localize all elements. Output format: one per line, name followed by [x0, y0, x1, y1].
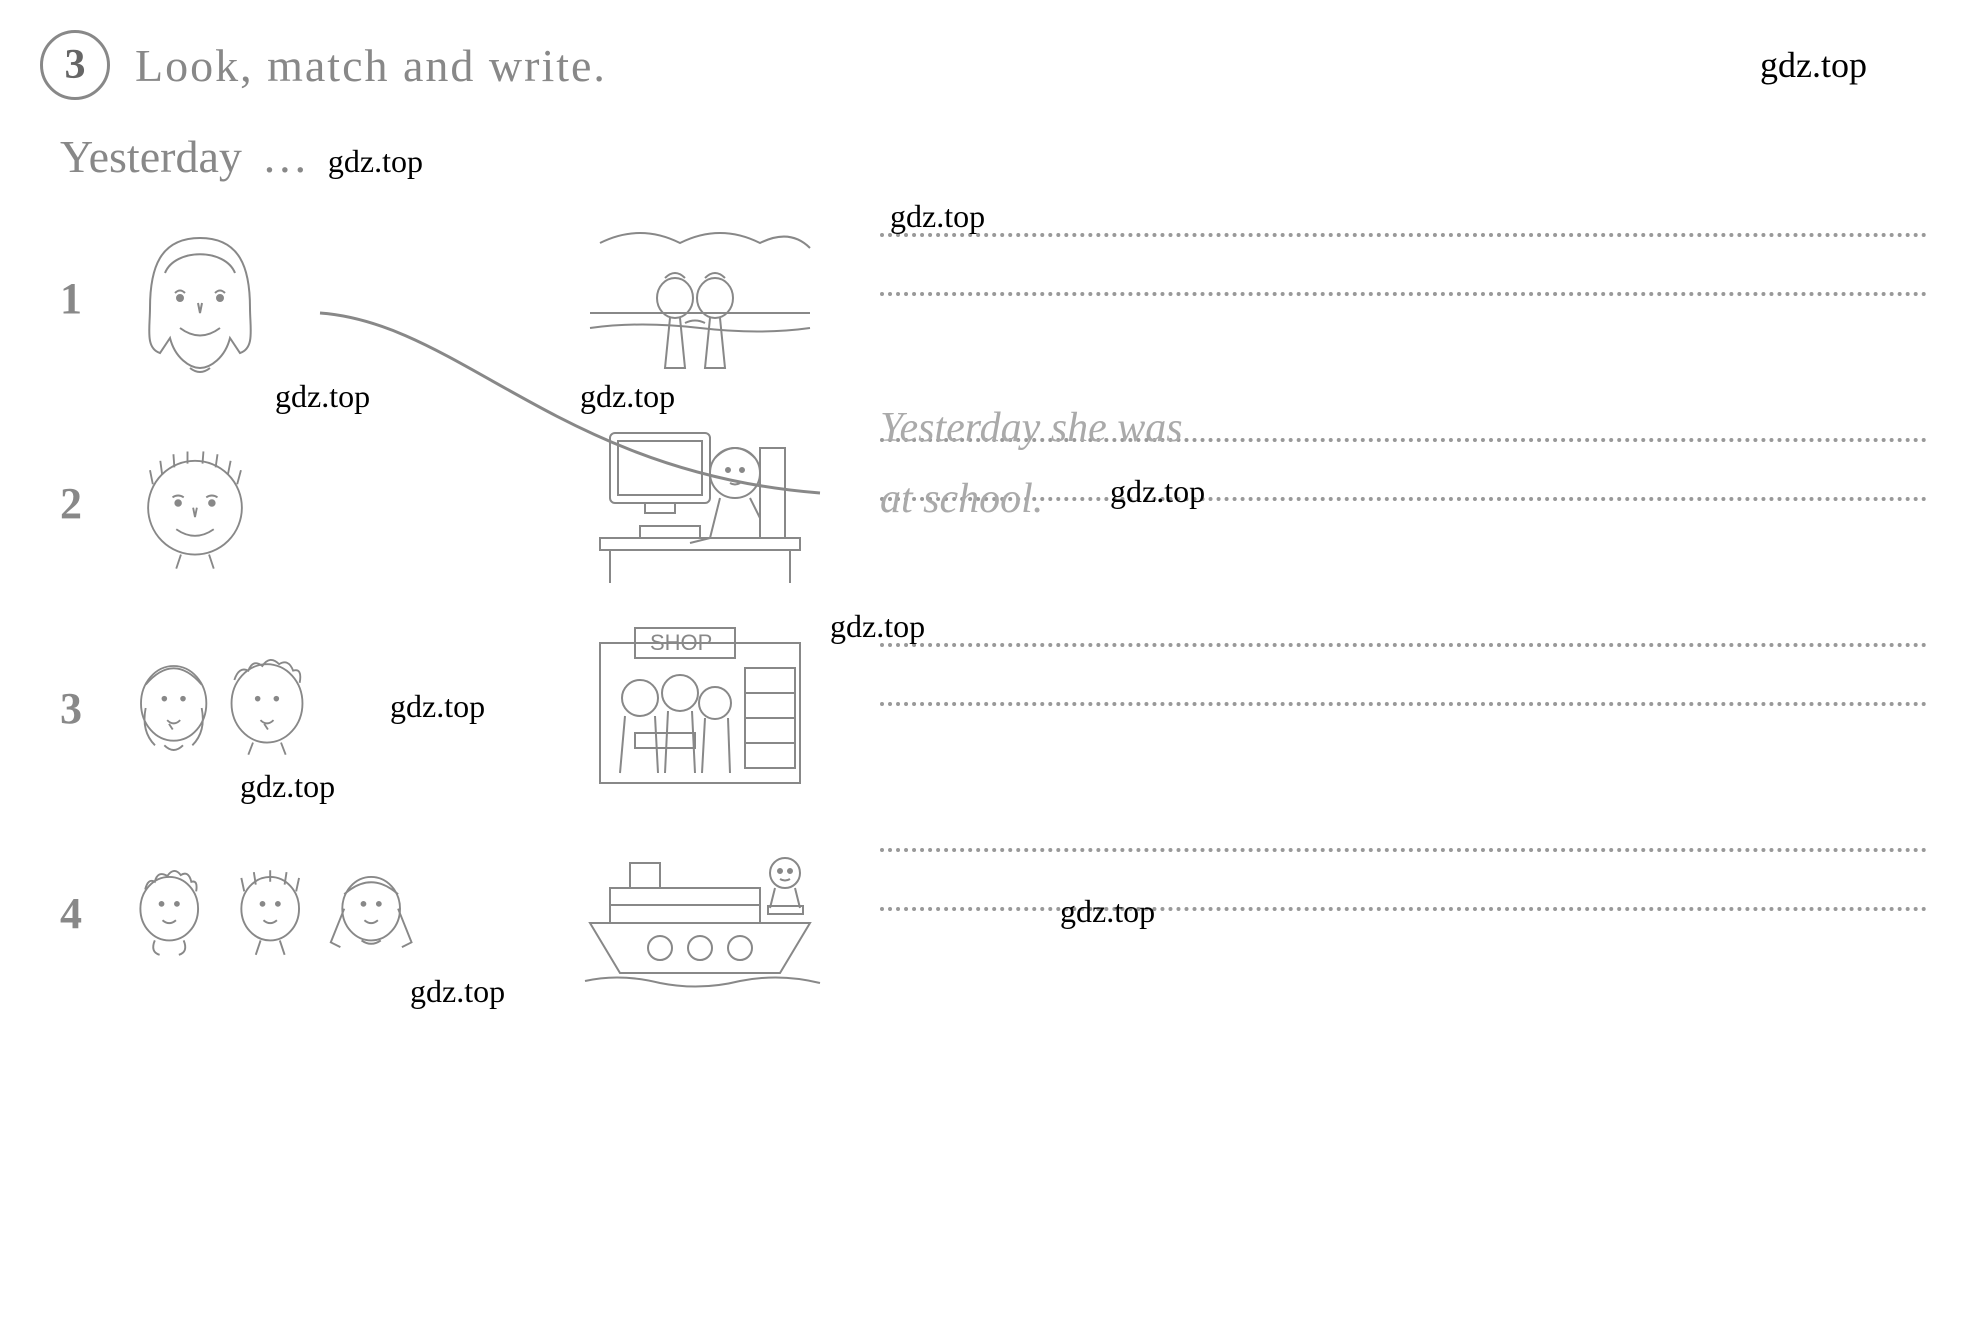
dotted-line	[880, 907, 1927, 911]
beach-scene-icon	[580, 213, 820, 383]
watermark-r3-right: gdz.top	[830, 608, 925, 645]
watermark-intro: gdz.top	[328, 143, 423, 180]
watermark-r4-left: gdz.top	[410, 973, 505, 1010]
row-number-1: 1	[60, 273, 120, 324]
dotted-line	[880, 233, 1927, 237]
answer-line1: Yesterday she was	[880, 405, 1183, 451]
girl-face-icon	[120, 218, 280, 378]
exercise-row-4: 4	[60, 828, 1927, 998]
row-number-4: 4	[60, 888, 120, 939]
answer-area-1: gdz.top	[880, 218, 1927, 378]
header-left: 3 Look, match and write.	[40, 30, 607, 100]
shop-scene-icon: SHOP	[580, 618, 820, 798]
header-row: 3 Look, match and write. gdz.top	[40, 30, 1927, 100]
task-title: Look, match and write.	[135, 39, 607, 92]
face-3	[120, 628, 340, 788]
answer-area-4: gdz.top	[880, 833, 1927, 993]
task-number: 3	[65, 41, 86, 89]
face-1	[120, 218, 340, 378]
answer-line2: at school.	[880, 476, 1043, 522]
intro-row: Yesterday … gdz.top	[60, 130, 1927, 183]
scene-3: SHOP	[570, 623, 830, 793]
three-faces-icon	[120, 851, 430, 976]
task-number-badge: 3	[40, 30, 110, 100]
dotted-line	[880, 848, 1927, 852]
answer-area-3: gdz.top	[880, 628, 1927, 788]
scene-2	[570, 418, 830, 588]
exercise-row-2: 2	[60, 418, 1927, 588]
shop-sign-text: SHOP	[650, 630, 712, 655]
exercise-row-1: 1	[60, 213, 1927, 383]
watermark-mid-center: gdz.top	[580, 378, 675, 415]
face-2	[120, 423, 340, 583]
watermark-r1: gdz.top	[890, 198, 985, 235]
watermark-r4-top: gdz.top	[240, 768, 335, 805]
row-number-2: 2	[60, 478, 120, 529]
boy-face-icon	[120, 428, 270, 578]
scene-4	[570, 828, 830, 998]
dotted-line	[880, 702, 1927, 706]
answer-area-2: Yesterday she was at school. gdz.top	[880, 423, 1927, 583]
two-faces-icon	[120, 638, 330, 778]
row-number-3: 3	[60, 683, 120, 734]
rows-container: 1	[60, 213, 1927, 998]
dotted-line	[880, 643, 1927, 647]
yesterday-dots: …	[262, 130, 308, 183]
scene-1	[570, 213, 830, 383]
school-desk-scene-icon	[580, 418, 820, 588]
exercise-row-3: 3 gdz.top	[60, 623, 1927, 793]
watermark-r3-left: gdz.top	[390, 688, 485, 725]
ship-scene-icon	[570, 833, 830, 993]
watermark-r2: gdz.top	[1110, 473, 1205, 510]
face-4	[120, 833, 440, 993]
dotted-line	[880, 292, 1927, 296]
watermark-mid-left: gdz.top	[275, 378, 370, 415]
watermark-top: gdz.top	[1760, 44, 1867, 86]
example-answer: Yesterday she was at school.	[880, 393, 1183, 536]
watermark-r4-right: gdz.top	[1060, 893, 1155, 930]
yesterday-label: Yesterday	[60, 130, 242, 183]
